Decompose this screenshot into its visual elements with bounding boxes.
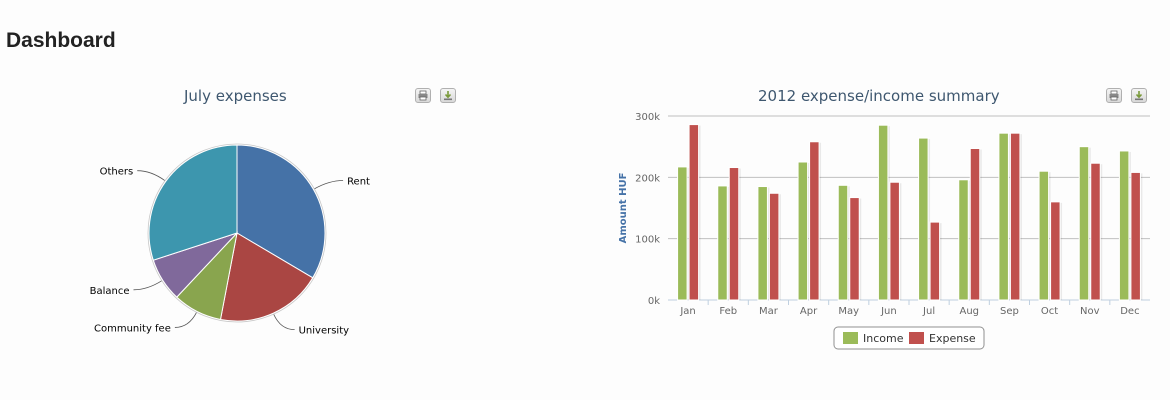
printer-icon [1109, 90, 1119, 101]
pie-label: Balance [90, 286, 130, 297]
x-tick-label: Feb [719, 306, 737, 317]
y-axis-title: Amount HUF [618, 173, 629, 244]
bar-chart-title: 2012 expense/income summary [758, 87, 1000, 105]
x-tick-label: Oct [1041, 306, 1058, 317]
legend-item[interactable]: Expense [929, 332, 976, 345]
bar-download-button[interactable] [1131, 88, 1147, 103]
pie-chart-title: July expenses [184, 87, 287, 105]
pie-slice[interactable] [219, 232, 314, 322]
income-bar[interactable] [717, 185, 728, 301]
income-bar[interactable] [1078, 146, 1090, 301]
expense-bar[interactable] [1130, 171, 1141, 301]
x-tick-label: Jan [679, 306, 695, 317]
income-bar[interactable] [918, 137, 929, 301]
expense-bar[interactable] [688, 124, 700, 301]
income-bar[interactable] [1038, 170, 1050, 301]
pie-download-button[interactable] [440, 88, 456, 103]
x-tick-label: Mar [759, 306, 779, 317]
x-tick-label: Sep [1000, 306, 1019, 317]
expense-bar[interactable] [969, 148, 981, 301]
income-bar[interactable] [877, 124, 889, 301]
legend-swatch[interactable] [843, 332, 858, 344]
income-bar[interactable] [958, 179, 969, 301]
income-bar[interactable] [998, 132, 1009, 301]
legend-item[interactable]: Income [863, 332, 904, 345]
x-tick-label: Apr [800, 306, 818, 317]
expense-bar[interactable] [889, 181, 900, 301]
y-tick-label: 100k [635, 235, 660, 246]
x-tick-label: Dec [1120, 306, 1139, 317]
pie-label: University [299, 326, 350, 337]
pie-connector [174, 312, 197, 328]
printer-icon [418, 90, 428, 101]
pie-outline [147, 143, 327, 323]
bar-print-button[interactable] [1106, 88, 1122, 103]
x-tick-label: Jul [922, 306, 935, 317]
expense-bar[interactable] [929, 221, 941, 301]
expense-bar[interactable] [728, 167, 740, 301]
income-bar[interactable] [837, 184, 849, 301]
y-tick-label: 300k [635, 112, 660, 123]
pie-label: Rent [347, 176, 370, 187]
x-tick-label: Nov [1080, 306, 1100, 317]
download-icon [1135, 91, 1143, 101]
pie-chart: Rent University Community fee Balance Others [90, 143, 370, 337]
bar-chart: 0k 100k 200k 300k Amount HUF Jan Feb Mar Apr May J… [618, 112, 1150, 350]
expense-bar[interactable] [768, 192, 780, 301]
income-bar[interactable] [1118, 150, 1130, 301]
expense-bar[interactable] [1009, 132, 1021, 301]
pie-connector [314, 180, 344, 190]
y-tick-label: 0k [648, 296, 660, 307]
pie-slice[interactable] [148, 144, 238, 261]
expense-bar[interactable] [1050, 201, 1061, 301]
pie-label: Others [100, 167, 134, 178]
pie-slice[interactable] [236, 144, 326, 279]
pie-label: Community fee [94, 323, 171, 334]
expense-bar[interactable] [809, 141, 820, 301]
income-bar[interactable] [797, 161, 809, 301]
x-tick-label: May [838, 306, 859, 317]
income-bar[interactable] [677, 166, 688, 301]
expense-bar[interactable] [849, 197, 860, 301]
pie-connector [133, 280, 163, 291]
x-tick-label: Aug [959, 306, 979, 317]
x-tick-label: Jun [880, 306, 897, 317]
page-title: Dashboard [6, 29, 116, 52]
y-tick-label: 200k [635, 173, 660, 184]
expense-bar[interactable] [1090, 162, 1101, 301]
income-bar[interactable] [757, 186, 768, 301]
download-icon [444, 91, 452, 101]
pie-print-button[interactable] [415, 88, 431, 103]
pie-connector [273, 313, 295, 331]
legend-swatch[interactable] [909, 332, 924, 344]
pie-connector [137, 170, 166, 182]
